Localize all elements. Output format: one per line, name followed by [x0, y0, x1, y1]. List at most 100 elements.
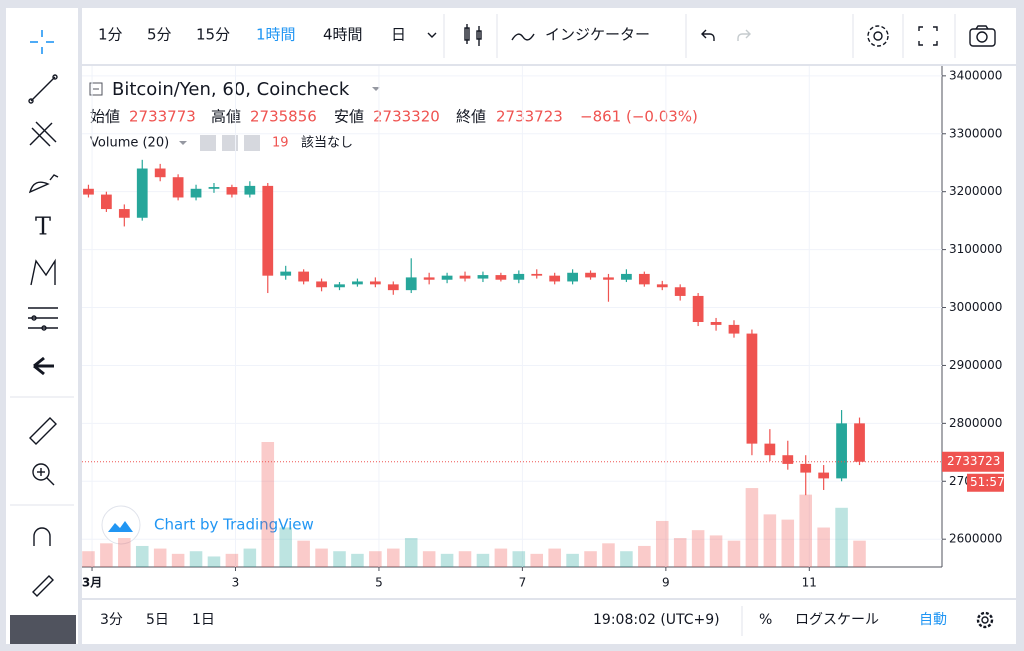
volume-bar [512, 551, 526, 567]
trash-tool[interactable] [10, 615, 76, 644]
interval[interactable]: 5分 [147, 26, 172, 44]
candle-body [746, 333, 758, 444]
candle-body [208, 187, 220, 189]
left-toolbar [6, 8, 78, 644]
prediction-tool[interactable] [28, 307, 58, 331]
settings-button[interactable] [222, 135, 238, 151]
volume-bar [135, 545, 149, 567]
volume-bar [297, 540, 310, 567]
range-button[interactable]: 1日 [192, 612, 215, 628]
candle-body [603, 277, 614, 280]
x-tick-label: 7 [519, 576, 527, 590]
symbol-dropdown[interactable] [372, 87, 380, 91]
volume-bar [440, 553, 454, 567]
interval[interactable]: 4時間 [323, 26, 363, 44]
countdown-box [967, 473, 1004, 492]
legend: Bitcoin/Yen, 60, Coincheck 始値 2733773 高値… [89, 79, 698, 151]
candle-body [638, 273, 650, 285]
brush-tool[interactable] [28, 174, 59, 194]
settings[interactable] [867, 25, 889, 47]
interval[interactable]: 日 [391, 26, 406, 44]
trendline-tool[interactable] [28, 74, 58, 104]
fib-tool[interactable] [29, 121, 57, 147]
lock-tool[interactable] [32, 575, 54, 597]
candle-body [298, 271, 310, 282]
last-price-label: 2733723 [947, 454, 1000, 468]
volume-title[interactable]: Volume (20) [90, 136, 169, 151]
volume-bar [404, 538, 418, 567]
volume-bar [422, 551, 436, 567]
visibility-button[interactable] [200, 135, 216, 151]
y-tick-label: 3200000 [949, 184, 1002, 198]
crosshair-tool[interactable] [30, 30, 54, 54]
candle-body [531, 273, 543, 276]
interval[interactable]: 1時間 [256, 26, 296, 44]
hide-toolbar[interactable] [33, 356, 54, 376]
y-tick-label: 2900000 [949, 358, 1002, 372]
volume-bar [351, 553, 364, 567]
interval-dropdown[interactable] [427, 32, 437, 38]
percent-button[interactable]: % [759, 612, 772, 628]
text-tool[interactable]: T [35, 213, 51, 241]
candle-body [459, 275, 471, 279]
redo[interactable] [737, 29, 751, 41]
x-tick-label: 11 [802, 576, 817, 590]
candle-body [352, 281, 363, 285]
zoom-tool[interactable] [32, 463, 55, 486]
x-tick-label: 9 [662, 576, 670, 590]
chart-pane [82, 66, 1016, 598]
y-tick-label: 3400000 [949, 68, 1002, 82]
candle-body [441, 275, 453, 280]
undo[interactable] [701, 29, 715, 41]
candle-body [244, 185, 256, 195]
candle-body [567, 272, 578, 282]
y-tick-label: 3000000 [949, 300, 1002, 314]
candle-body [262, 185, 274, 276]
candle-body [656, 284, 668, 288]
last-price-box [942, 451, 1004, 472]
candle-body [423, 277, 435, 280]
watermark-logo [108, 521, 133, 532]
magnet-tool[interactable] [33, 527, 51, 546]
left-tools: T [10, 30, 76, 644]
interval[interactable]: 1分 [98, 26, 123, 44]
log-button[interactable]: ログスケール [795, 612, 879, 628]
candle-body [226, 187, 238, 195]
volume-bar [315, 548, 328, 567]
ohlc-label: 安値 [334, 108, 364, 126]
ohlc-value: 2733723 [496, 108, 563, 126]
y-tick-label: 2600000 [949, 532, 1002, 546]
volume-bar [566, 553, 579, 567]
ohlc-label: 終値 [456, 108, 486, 126]
range-button[interactable]: 3分 [100, 612, 123, 628]
interval[interactable]: 15分 [196, 26, 230, 44]
ruler-tool[interactable] [29, 417, 57, 445]
candle-body [800, 463, 812, 473]
candle-body [764, 443, 776, 456]
indicators-button[interactable]: インジケーター [545, 26, 650, 44]
volume-bar [476, 553, 490, 567]
auto-button[interactable]: 自動 [919, 612, 947, 628]
pattern-tool[interactable] [30, 258, 56, 286]
clock: 19:08:02 (UTC+9) [593, 612, 720, 628]
chart-style[interactable] [464, 24, 482, 46]
collapse-icon[interactable] [89, 82, 103, 96]
symbol-title[interactable]: Bitcoin/Yen, 60, Coincheck [112, 79, 350, 100]
volume-dropdown[interactable] [179, 141, 187, 145]
candle-body [782, 455, 794, 464]
candle-body [477, 275, 489, 279]
range-button[interactable]: 5日 [146, 612, 169, 628]
axis-settings[interactable] [976, 611, 994, 629]
volume-bar [333, 551, 346, 567]
ohlc-value: 2733320 [373, 108, 440, 126]
candle-body [818, 472, 830, 479]
fullscreen[interactable] [918, 26, 938, 46]
remove-button[interactable] [244, 135, 260, 151]
volume-bar [387, 548, 400, 567]
volume-bar [602, 543, 615, 567]
candle-body [405, 277, 417, 291]
screenshot[interactable] [969, 25, 996, 47]
volume-bar [638, 545, 651, 567]
volume-bar [584, 551, 597, 567]
